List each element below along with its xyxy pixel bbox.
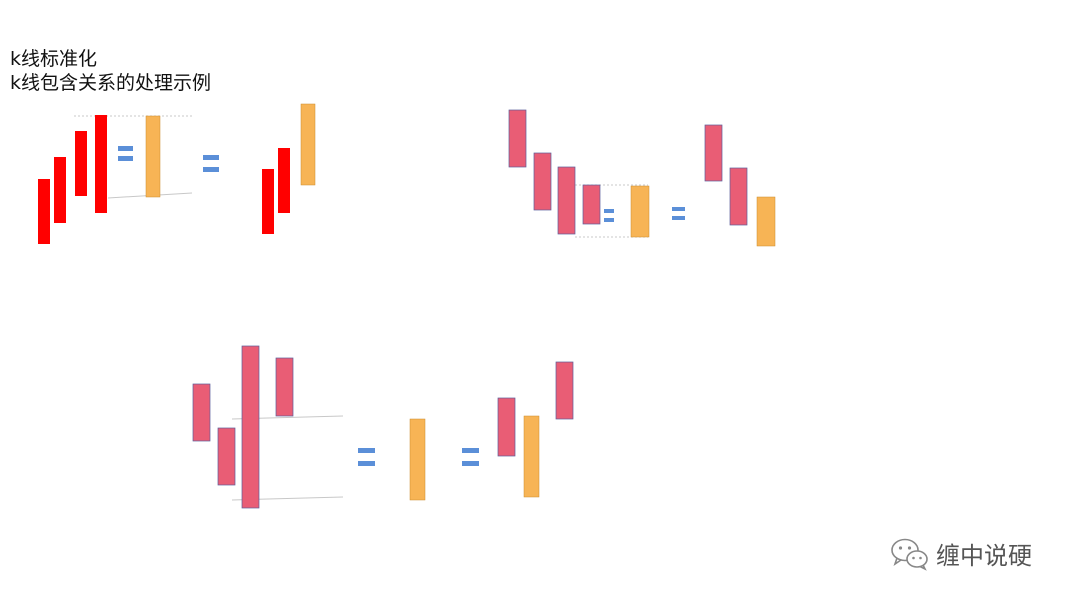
pink-candle: [192, 383, 211, 442]
merged-candle: [300, 103, 316, 186]
watermark-text: 缠中说硬: [936, 542, 1032, 570]
equals-sign: [462, 448, 479, 466]
equals-sign: [203, 155, 219, 172]
equals-sign: [604, 209, 614, 222]
title-line-2: k线包含关系的处理示例: [10, 72, 212, 94]
title-line-1: k线标准化: [10, 48, 98, 70]
watermark: 缠中说硬: [890, 536, 1032, 571]
pink-candle: [533, 152, 552, 211]
example-uptrend: [38, 103, 316, 244]
example-outside-bar: [192, 345, 574, 509]
pink-candle: [704, 124, 723, 182]
pink-candle: [555, 361, 574, 420]
wechat-icon: [891, 538, 928, 571]
red-candle: [75, 131, 87, 196]
merged-candle: [145, 115, 161, 198]
pink-candle: [582, 184, 601, 225]
pink-candle: [729, 167, 748, 226]
equals-sign: [358, 448, 375, 466]
merged-candle: [409, 418, 426, 501]
red-candle: [54, 157, 66, 223]
equals-sign: [672, 207, 685, 220]
merged-candle: [523, 415, 540, 498]
pink-candle: [275, 357, 294, 417]
example-downtrend: [508, 109, 776, 247]
red-candle: [38, 179, 50, 244]
pink-candle: [508, 109, 527, 168]
equals-sign: [118, 146, 133, 161]
merged-candle: [756, 196, 776, 247]
pink-candle: [497, 397, 516, 457]
pink-candle: [217, 427, 236, 486]
red-candle: [262, 169, 274, 234]
pink-candle: [557, 166, 576, 235]
pink-candle: [241, 345, 260, 509]
merged-candle: [630, 185, 650, 238]
red-candle: [278, 148, 290, 213]
red-candle: [95, 115, 107, 213]
